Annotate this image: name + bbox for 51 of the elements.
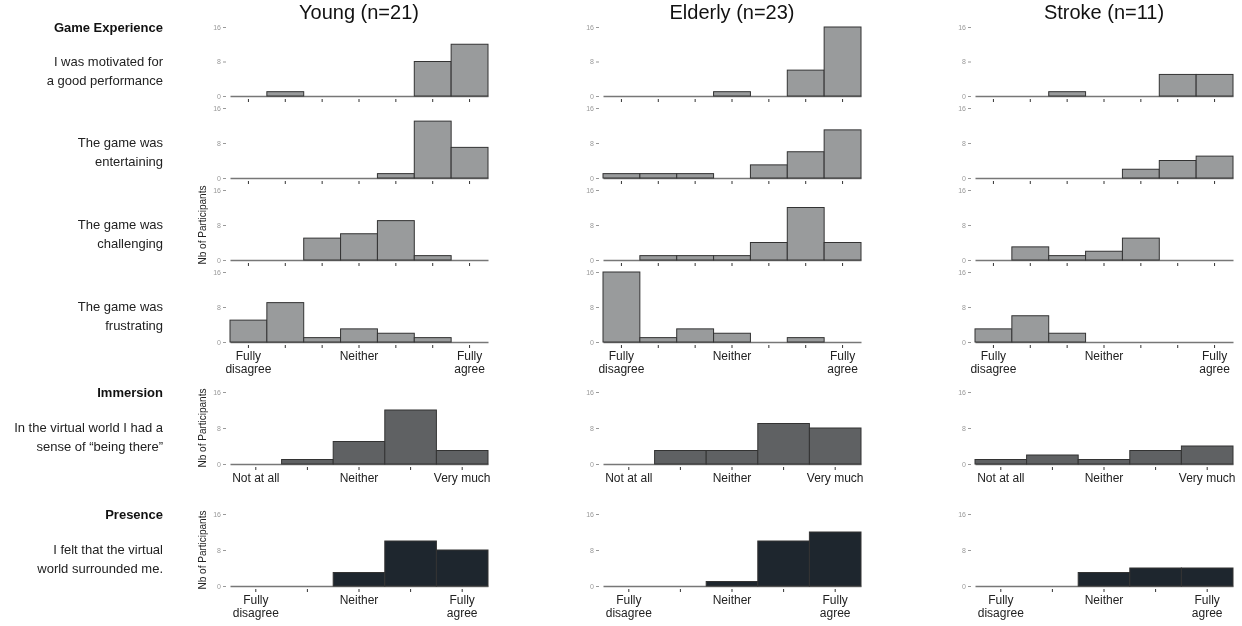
x-tick-label: Fully disagree xyxy=(232,592,280,621)
x-tick-label: Fully disagree xyxy=(598,348,645,377)
x-tick-label: Very much xyxy=(433,470,491,485)
text: The game was xyxy=(77,135,164,150)
x-tick-label: Fully agree xyxy=(819,592,851,621)
x-tick-label: Neither xyxy=(712,470,752,485)
text: a good performance xyxy=(46,72,163,88)
y-axis-title: Nb of Participants xyxy=(197,185,208,265)
text: frustrating xyxy=(105,318,163,333)
text: I was motivated for xyxy=(53,53,164,69)
x-tick-label: Fully disagree xyxy=(970,348,1017,377)
x-tick-label: Fully disagree xyxy=(225,348,272,377)
y-axis-title: Nb of Participants xyxy=(197,388,208,468)
x-tick-label: Not at all xyxy=(232,470,280,485)
text: Game Experience xyxy=(53,20,163,35)
x-tick-label: Neither xyxy=(1084,592,1124,607)
text: I felt that the virtual xyxy=(53,542,164,557)
chart-subtitle: Immersion xyxy=(97,385,164,400)
x-tick-label: Not at all xyxy=(977,470,1025,485)
x-tick-label: Neither xyxy=(339,348,379,363)
x-tick-label: Fully agree xyxy=(827,348,859,377)
bar xyxy=(266,91,305,97)
text: The game was xyxy=(77,299,164,314)
x-tick-label: Not at all xyxy=(605,470,653,485)
x-tick-label: Neither xyxy=(339,470,379,485)
x-tick-label: Fully disagree xyxy=(977,592,1025,621)
chart-title: Elderly (n=23) xyxy=(669,1,795,23)
text: sense of “being there” xyxy=(36,439,163,454)
text: In the virtual world I had a xyxy=(14,420,164,435)
text: world surrounded me. xyxy=(36,561,163,576)
text: entertaining xyxy=(95,154,163,169)
chart-title: Young (n=21) xyxy=(299,1,419,23)
x-tick-label: Fully agree xyxy=(454,348,486,377)
text: The game was xyxy=(77,217,164,232)
x-tick-label: Fully disagree xyxy=(605,592,653,621)
x-tick-label: Neither xyxy=(1084,348,1124,363)
x-tick-label: Neither xyxy=(712,348,752,363)
x-tick-label: Fully agree xyxy=(1199,348,1231,377)
chart-title: Stroke (n=11) xyxy=(1043,1,1165,23)
x-tick-label: Fully agree xyxy=(1191,592,1223,621)
text: challenging xyxy=(97,236,163,251)
chart-subtitle: Presence xyxy=(105,507,163,522)
y-axis-title: Nb of Participants xyxy=(197,510,208,590)
x-tick-label: Very much xyxy=(1178,470,1236,485)
x-tick-label: Neither xyxy=(339,592,379,607)
bar xyxy=(713,91,751,97)
x-tick-label: Neither xyxy=(712,592,752,607)
bar xyxy=(786,337,825,343)
x-tick-label: Neither xyxy=(1084,470,1124,485)
x-tick-label: Very much xyxy=(806,470,864,485)
x-tick-label: Fully agree xyxy=(446,592,478,621)
